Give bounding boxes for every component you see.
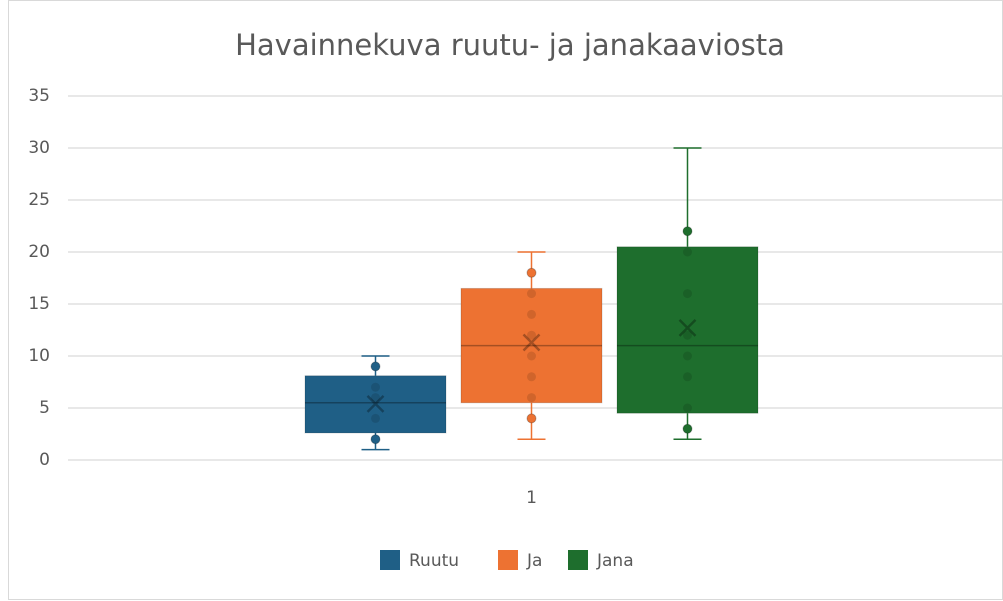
y-tick-label: 0 <box>39 450 50 470</box>
legend-label: Ruutu <box>409 551 459 571</box>
data-point <box>370 434 381 445</box>
mean-marker <box>678 319 697 337</box>
legend-swatch <box>568 550 588 570</box>
legend-label: Jana <box>596 551 634 571</box>
legend-swatch <box>498 550 518 570</box>
mean-marker <box>366 394 385 413</box>
y-tick-label: 20 <box>28 242 50 262</box>
y-tick-label: 35 <box>28 86 50 106</box>
data-point <box>682 226 693 237</box>
y-tick-label: 5 <box>39 398 50 418</box>
data-point <box>683 351 692 361</box>
x-tick-label: 1 <box>526 488 537 508</box>
data-point <box>527 330 536 340</box>
legend-label: Ja <box>526 551 542 571</box>
data-point <box>527 393 536 403</box>
box <box>304 375 447 434</box>
legend-swatch <box>380 550 400 570</box>
data-point <box>683 372 692 382</box>
y-tick-label: 15 <box>28 294 50 314</box>
box <box>616 246 759 414</box>
mean-marker <box>522 333 541 352</box>
data-point <box>371 413 380 423</box>
data-point <box>683 289 692 299</box>
data-point <box>527 372 536 382</box>
data-point <box>526 413 537 424</box>
data-point <box>683 403 692 413</box>
data-point <box>683 330 692 340</box>
data-point <box>370 361 381 372</box>
y-tick-label: 10 <box>28 346 50 366</box>
data-point <box>371 382 380 392</box>
data-point <box>683 247 692 257</box>
y-tick-label: 30 <box>28 138 50 158</box>
chart-title: Havainnekuva ruutu- ja janakaaviosta <box>235 28 785 62</box>
box <box>460 287 603 404</box>
data-point <box>527 289 536 299</box>
data-point <box>526 267 537 278</box>
y-tick-label: 25 <box>28 190 50 210</box>
data-point <box>527 351 536 361</box>
data-point <box>371 393 380 403</box>
data-point <box>527 309 536 319</box>
data-point <box>682 423 693 434</box>
